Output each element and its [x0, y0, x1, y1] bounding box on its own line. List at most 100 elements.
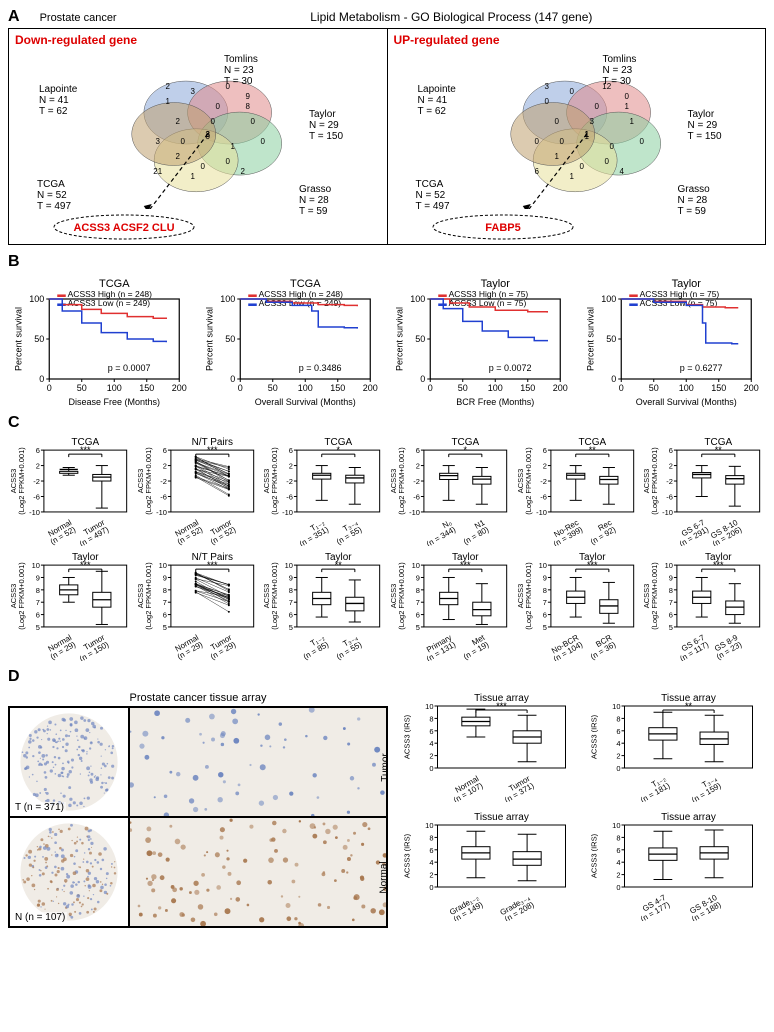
- svg-text:0: 0: [261, 137, 266, 146]
- svg-text:GS 4-7(n = 177): GS 4-7(n = 177): [635, 893, 672, 921]
- svg-text:6: 6: [36, 446, 40, 455]
- svg-text:1: 1: [231, 142, 236, 151]
- panel-a-venns: Down-regulated gene 13209000100023001221…: [8, 28, 766, 245]
- svg-text:T₁₋₂(n = 351): T₁₋₂(n = 351): [294, 518, 331, 546]
- km-plot: TCGA ▬ ACSS3 High (n = 248) ▬ ACSS3 Low …: [8, 277, 195, 410]
- svg-text:Rec(n = 92): Rec(n = 92): [585, 518, 618, 546]
- svg-text:2: 2: [669, 462, 673, 471]
- boxplot: Taylor 5678910T₁₋₂(n = 85)T₃₋₄(n = 55)**…: [261, 551, 386, 664]
- svg-text:5: 5: [162, 623, 166, 632]
- svg-text:200: 200: [172, 383, 187, 393]
- svg-text:2: 2: [176, 152, 181, 161]
- svg-text:8: 8: [36, 586, 40, 595]
- panel-c-label: C: [8, 414, 20, 431]
- svg-text:0: 0: [251, 117, 256, 126]
- svg-text:8: 8: [289, 586, 293, 595]
- tissue-highmag: Normal: [129, 817, 387, 927]
- svg-text:9: 9: [542, 573, 546, 582]
- svg-text:Overall Survival (Months): Overall Survival (Months): [635, 397, 736, 407]
- km-plot: Taylor ▬ ACSS3 High (n = 75) ▬ ACSS3 Low…: [580, 277, 767, 410]
- svg-text:-2: -2: [287, 477, 294, 486]
- svg-text:-2: -2: [33, 477, 40, 486]
- svg-text:6: 6: [416, 446, 420, 455]
- svg-text:Tumor(n = 371): Tumor(n = 371): [499, 774, 536, 802]
- svg-text:Normal(n = 52): Normal(n = 52): [171, 518, 204, 546]
- svg-text:T₃₋₄(n = 55): T₃₋₄(n = 55): [331, 633, 364, 661]
- svg-text:3: 3: [156, 137, 161, 146]
- svg-text:ACSS3 (IRS): ACSS3 (IRS): [590, 714, 599, 759]
- svg-text:0: 0: [429, 764, 433, 773]
- svg-text:-10: -10: [409, 508, 420, 517]
- svg-text:7: 7: [36, 598, 40, 607]
- svg-text:50: 50: [415, 334, 425, 344]
- svg-text:1: 1: [554, 152, 559, 161]
- boxplot: TCGA -10-6-226No-Rec(n = 399)Rec(n = 92)…: [515, 436, 640, 549]
- boxplot: TCGA -10-6-226N₀(n = 344)N1(n = 80)* ACS…: [388, 436, 513, 549]
- svg-text:7: 7: [416, 598, 420, 607]
- svg-text:2: 2: [416, 462, 420, 471]
- svg-text:Normal(n = 29): Normal(n = 29): [45, 633, 78, 661]
- svg-text:**: **: [715, 445, 722, 455]
- cancer-type: Prostate cancer: [40, 12, 117, 24]
- svg-text:9: 9: [669, 573, 673, 582]
- boxplot: Taylor 5678910Primary(n = 131)Met(n = 19…: [388, 551, 513, 664]
- svg-text:50: 50: [34, 334, 44, 344]
- svg-text:10: 10: [158, 561, 166, 570]
- boxplot: N/T Pairs -10-6-226Normal(n = 52)Tumor(n…: [135, 436, 260, 549]
- svg-text:GS 8-9(n = 23): GS 8-9(n = 23): [711, 633, 744, 661]
- svg-text:***: ***: [496, 701, 507, 711]
- svg-text:0: 0: [554, 117, 559, 126]
- svg-text:0: 0: [211, 117, 216, 126]
- svg-text:Percent survival: Percent survival: [585, 307, 595, 371]
- panel-a-label: A: [8, 8, 20, 26]
- svg-text:50: 50: [648, 383, 658, 393]
- svg-text:7: 7: [289, 598, 293, 607]
- svg-text:6: 6: [542, 446, 546, 455]
- svg-text:N₀(n = 344): N₀(n = 344): [421, 518, 458, 546]
- svg-text:2: 2: [429, 752, 433, 761]
- svg-text:100: 100: [29, 294, 44, 304]
- svg-text:5: 5: [416, 623, 420, 632]
- svg-text:0: 0: [39, 374, 44, 384]
- svg-text:GS 8-10(n = 188): GS 8-10(n = 188): [686, 893, 723, 921]
- svg-text:(Log2 FPKM+0.001): (Log2 FPKM+0.001): [144, 447, 153, 515]
- boxplot: TCGA -10-6-226T₁₋₂(n = 351)T₃₋₄(n = 55)*…: [261, 436, 386, 549]
- svg-text:(Log2 FPKM+0.001): (Log2 FPKM+0.001): [397, 447, 406, 515]
- km-plot: TCGA ▬ ACSS3 High (n = 248) ▬ ACSS3 Low …: [199, 277, 386, 410]
- svg-text:No-BCR(n = 104): No-BCR(n = 104): [548, 633, 585, 661]
- svg-text:100: 100: [410, 294, 425, 304]
- svg-text:0: 0: [604, 157, 609, 166]
- svg-text:8: 8: [616, 833, 620, 842]
- svg-text:10: 10: [285, 561, 293, 570]
- svg-text:6: 6: [669, 446, 673, 455]
- svg-text:10: 10: [32, 561, 40, 570]
- svg-text:100: 100: [220, 294, 235, 304]
- svg-text:1: 1: [629, 117, 634, 126]
- venn-downregulated: Down-regulated gene 13209000100023001221…: [9, 29, 388, 244]
- svg-text:***: ***: [207, 445, 218, 455]
- svg-text:(Log2 FPKM+0.001): (Log2 FPKM+0.001): [524, 447, 533, 515]
- svg-text:Grade₃₋₄(n = 208): Grade₃₋₄(n = 208): [499, 893, 536, 921]
- svg-text:0: 0: [181, 137, 186, 146]
- svg-text:Met(n = 19): Met(n = 19): [458, 633, 491, 661]
- svg-text:6: 6: [416, 611, 420, 620]
- svg-text:***: ***: [80, 445, 91, 455]
- boxplot: Taylor 5678910GS 6-7(n = 117)GS 8-9(n = …: [641, 551, 766, 664]
- svg-text:T₃₋₄(n = 55): T₃₋₄(n = 55): [331, 518, 364, 546]
- svg-text:2: 2: [176, 117, 181, 126]
- svg-text:Grade₁₋₂(n = 149): Grade₁₋₂(n = 149): [448, 893, 485, 921]
- svg-text:***: ***: [207, 560, 218, 570]
- svg-text:Primary(n = 131): Primary(n = 131): [421, 633, 458, 661]
- svg-text:GS 6-7(n = 291): GS 6-7(n = 291): [674, 518, 711, 546]
- svg-text:Tumor(n = 52): Tumor(n = 52): [205, 518, 238, 546]
- svg-text:7: 7: [669, 598, 673, 607]
- svg-text:50: 50: [606, 334, 616, 344]
- km-plot: Taylor ▬ ACSS3 High (n = 75) ▬ ACSS3 Low…: [389, 277, 576, 410]
- panel-d-boxplots: Tissue array 0246810Normal(n = 107)Tumor…: [394, 692, 766, 928]
- svg-text:Normal(n = 107): Normal(n = 107): [448, 774, 485, 802]
- svg-text:9: 9: [36, 573, 40, 582]
- svg-text:100: 100: [297, 383, 312, 393]
- svg-text:200: 200: [743, 383, 758, 393]
- svg-text:(Log2 FPKM+0.001): (Log2 FPKM+0.001): [17, 447, 26, 515]
- svg-text:T₃₋₄(n = 159): T₃₋₄(n = 159): [686, 774, 723, 802]
